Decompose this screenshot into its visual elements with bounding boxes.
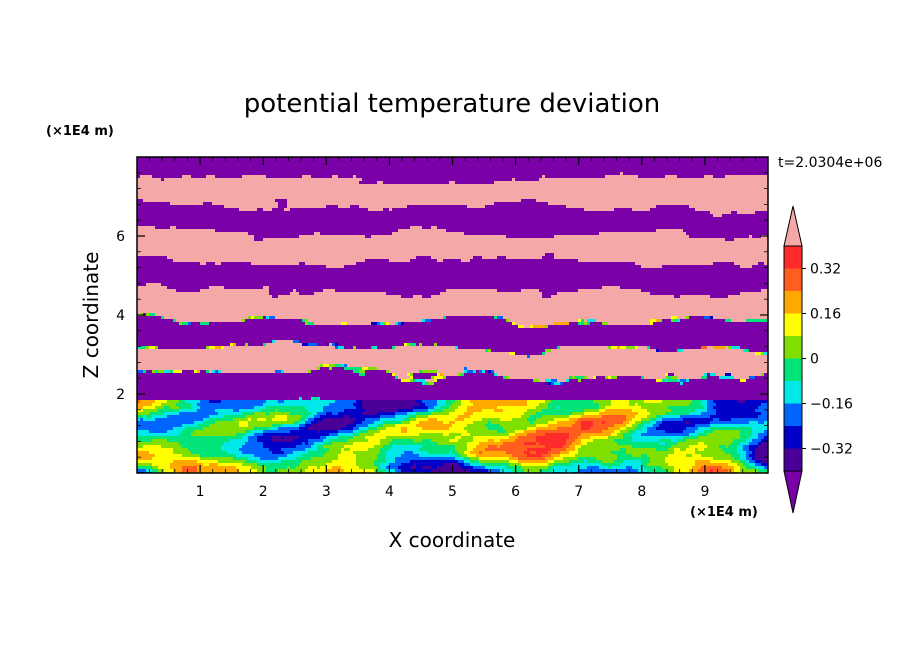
colorbar-swatch — [784, 358, 802, 382]
colorbar-label: −0.16 — [810, 397, 853, 413]
colorbar-swatch — [784, 313, 802, 337]
colorbar-under-triangle — [783, 470, 803, 514]
colorbar-label: 0.32 — [810, 262, 841, 278]
x-tick-label: 8 — [637, 484, 646, 500]
colorbar-swatch — [784, 268, 802, 292]
y-axis-label: Z coordinate — [79, 252, 103, 379]
colorbar: 0.32 0.16 0 −0.16 −0.32 — [783, 205, 853, 514]
x-tick-label: 1 — [196, 484, 205, 500]
colorbar-swatch — [784, 336, 802, 359]
x-tick-label: 4 — [385, 484, 394, 500]
y-tick-label: 2 — [116, 387, 125, 403]
chart-title: potential temperature deviation — [244, 89, 660, 119]
y-tick-label: 6 — [116, 229, 125, 245]
x-axis-label: X coordinate — [389, 528, 516, 552]
x-tick-label: 6 — [511, 484, 520, 500]
colorbar-label: −0.32 — [810, 442, 853, 458]
x-tick-label: 9 — [700, 484, 709, 500]
colorbar-swatch — [784, 381, 802, 404]
colorbar-swatch — [784, 291, 802, 314]
y-tick-label: 4 — [116, 308, 125, 324]
x-axis: 1 2 3 4 5 6 7 8 9 — [149, 157, 769, 500]
colorbar-label: 0 — [810, 352, 819, 368]
colorbar-swatch — [784, 448, 802, 472]
x-tick-label: 2 — [259, 484, 268, 500]
x-unit-label: (×1E4 m) — [690, 505, 758, 520]
colorbar-over-triangle — [783, 205, 803, 247]
colorbar-swatch — [784, 403, 802, 427]
y-axis: 2 4 6 — [116, 172, 768, 458]
colorbar-label: 0.16 — [810, 307, 841, 323]
colorbar-swatch — [784, 246, 802, 269]
colorbar-swatch — [784, 426, 802, 449]
contour-field — [137, 157, 768, 473]
x-tick-label: 5 — [448, 484, 457, 500]
x-tick-label: 7 — [574, 484, 583, 500]
time-label: t=2.0304e+06 — [778, 155, 882, 171]
x-tick-label: 3 — [322, 484, 331, 500]
y-unit-label: (×1E4 m) — [46, 124, 114, 139]
